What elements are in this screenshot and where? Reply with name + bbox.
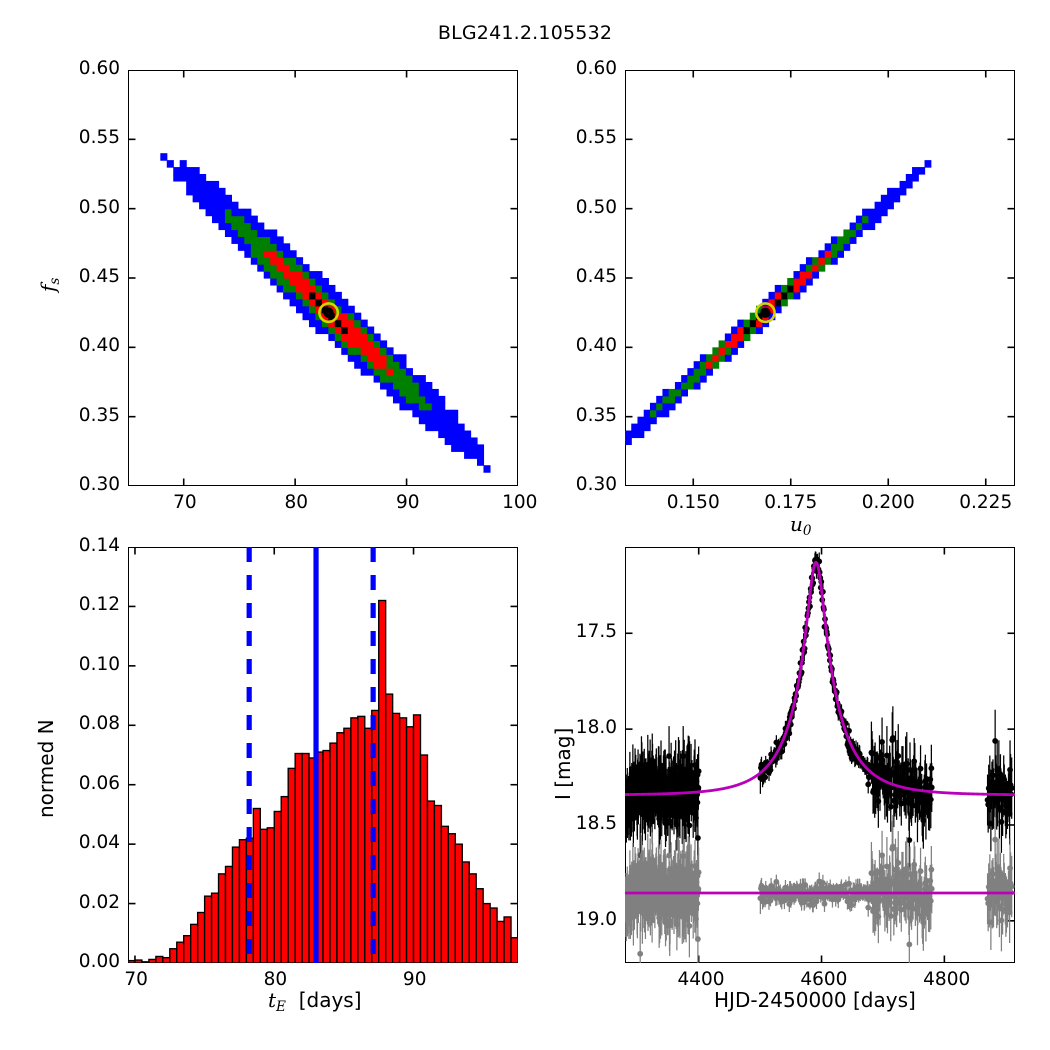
tick-label: 70 (173, 492, 197, 513)
panel-te-histogram-ylabel: normed N (34, 719, 58, 818)
tick-label: 0.12 (78, 594, 120, 616)
panel-lightcurve-plot (625, 547, 1015, 963)
tick-label: 80 (263, 969, 288, 990)
tick-label: 90 (395, 492, 420, 513)
tick-label: 0.02 (78, 891, 120, 913)
panel-u0-fs-xlabel: u0 (790, 512, 812, 539)
tick-label: 0.00 (78, 951, 120, 972)
tick-label: 0.60 (575, 58, 617, 79)
tick-label: 18.5 (575, 812, 617, 834)
tick-label: 0.40 (78, 335, 120, 357)
tick-label: 80 (284, 492, 309, 513)
tick-label: 4600 (800, 969, 848, 990)
tick-label: 0.175 (764, 492, 818, 513)
tick-label: 18.0 (575, 717, 617, 739)
panel-u0-fs-plot (625, 70, 1015, 486)
panel-te-fs-plot (128, 70, 518, 486)
panel-lightcurve-xlabel: HJD-2450000 [days] (714, 988, 916, 1012)
tick-label: 0.225 (959, 492, 1013, 513)
tick-label: 0.200 (861, 492, 915, 513)
tick-label: 0.04 (78, 832, 120, 854)
xlabel-te-unit: [days] (298, 988, 362, 1012)
ylabel-fs-sub: s (46, 277, 63, 285)
tick-label: 0.35 (78, 404, 120, 426)
tick-label: 0.30 (575, 474, 617, 495)
panel-u0-fs (625, 70, 1015, 486)
panel-te-histogram-plot (128, 547, 518, 963)
tick-label: 0.35 (575, 404, 617, 426)
tick-label: 0.45 (78, 266, 120, 287)
tick-label: 90 (402, 969, 427, 990)
xlabel-u0-main: u (790, 512, 803, 536)
tick-label: 0.06 (78, 772, 120, 794)
tick-label: 0.45 (575, 266, 617, 287)
tick-label: 0.55 (575, 127, 617, 149)
panel-lightcurve (625, 547, 1015, 963)
panel-te-histogram-xlabel: tE [days] (268, 988, 362, 1015)
ylabel-fs-main: f (36, 284, 60, 292)
figure-title: BLG241.2.105532 (437, 22, 613, 44)
xlabel-te-sub: E (276, 998, 286, 1015)
tick-label: 0.14 (78, 535, 120, 556)
panel-lightcurve-ylabel: I [mag] (551, 727, 575, 800)
xlabel-te-main: t (268, 988, 277, 1012)
tick-label: 0.10 (78, 653, 120, 675)
panel-te-fs-ylabel: fs (36, 278, 63, 292)
tick-label: 0.60 (78, 58, 120, 79)
tick-label: 0.55 (78, 127, 120, 149)
tick-label: 0.30 (78, 474, 120, 495)
tick-label: 0.150 (666, 492, 720, 513)
tick-label: 70 (124, 969, 148, 990)
tick-label: 0.50 (575, 196, 617, 218)
tick-label: 4400 (677, 969, 725, 990)
panel-te-fs (128, 70, 518, 486)
tick-label: 0.40 (575, 335, 617, 357)
panel-u0-fs-frame (625, 70, 1015, 486)
tick-label: 4800 (923, 969, 971, 990)
xlabel-u0-sub: 0 (802, 522, 812, 539)
tick-label: 17.5 (575, 621, 617, 643)
tick-label: 0.08 (78, 713, 120, 735)
tick-label: 0.50 (78, 196, 120, 218)
tick-label: 100 (502, 492, 538, 513)
tick-label: 19.0 (575, 908, 617, 930)
panel-te-histogram (128, 547, 518, 963)
